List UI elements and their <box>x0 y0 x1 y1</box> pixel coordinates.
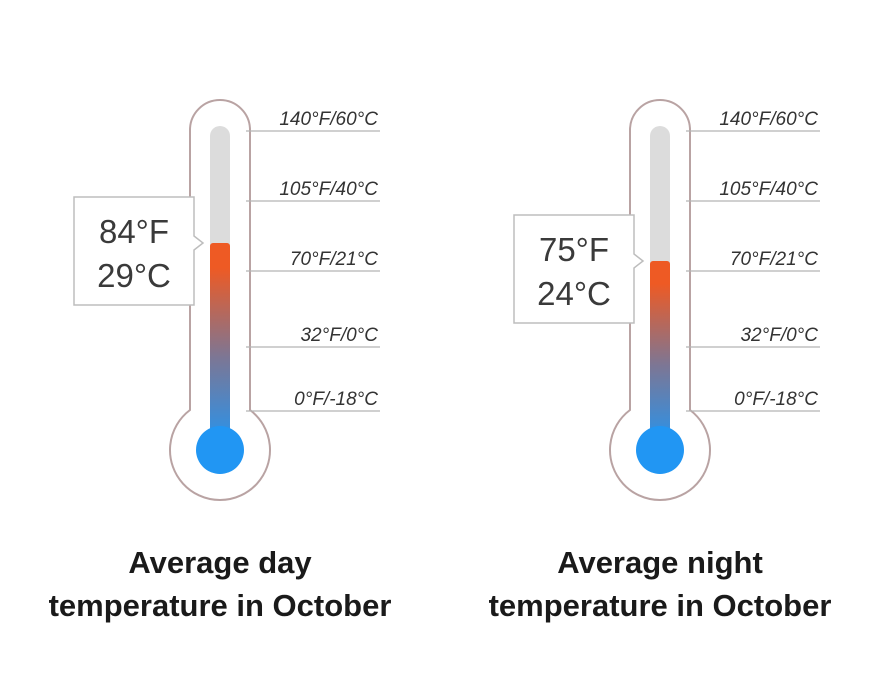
chart-title-line-2: temperature in October <box>48 588 392 623</box>
readout-celsius: 29°C <box>97 257 171 294</box>
scale-label: 0°F/-18°C <box>294 389 378 410</box>
scale-label: 140°F/60°C <box>719 109 818 130</box>
chart-title-night: Average night temperature in October <box>450 541 870 627</box>
chart-title-line-1: Average night <box>557 545 763 580</box>
readout-fahrenheit: 84°F <box>99 213 169 250</box>
readout-celsius: 24°C <box>537 275 611 312</box>
chart-title-day: Average day temperature in October <box>10 541 430 627</box>
readout-callout: 84°F 29°C <box>73 196 205 306</box>
scale-label: 32°F/0°C <box>300 325 378 346</box>
readout-fahrenheit: 75°F <box>539 231 609 268</box>
readout-callout: 75°F 24°C <box>513 214 645 324</box>
scale-label: 140°F/60°C <box>279 109 378 130</box>
thermometer-1: 140°F/60°C 105°F/40°C 70°F/21°C 32°F/0°C 0°F… <box>513 99 820 501</box>
thermometer-0: 140°F/60°C 105°F/40°C 70°F/21°C 32°F/0°C 0°F… <box>73 99 380 501</box>
chart-title-line-2: temperature in October <box>488 588 832 623</box>
readout-box <box>73 196 205 306</box>
scale-label: 0°F/-18°C <box>734 389 818 410</box>
scale-label: 105°F/40°C <box>719 179 818 200</box>
scale-label: 70°F/21°C <box>730 249 818 270</box>
readout-box <box>513 214 645 324</box>
mercury-level <box>210 243 230 450</box>
mercury-level <box>650 261 670 450</box>
scale-label: 70°F/21°C <box>290 249 378 270</box>
scale-label: 32°F/0°C <box>740 325 818 346</box>
scale-label: 105°F/40°C <box>279 179 378 200</box>
chart-title-line-1: Average day <box>128 545 312 580</box>
mercury-bulb <box>636 426 684 474</box>
mercury-bulb <box>196 426 244 474</box>
